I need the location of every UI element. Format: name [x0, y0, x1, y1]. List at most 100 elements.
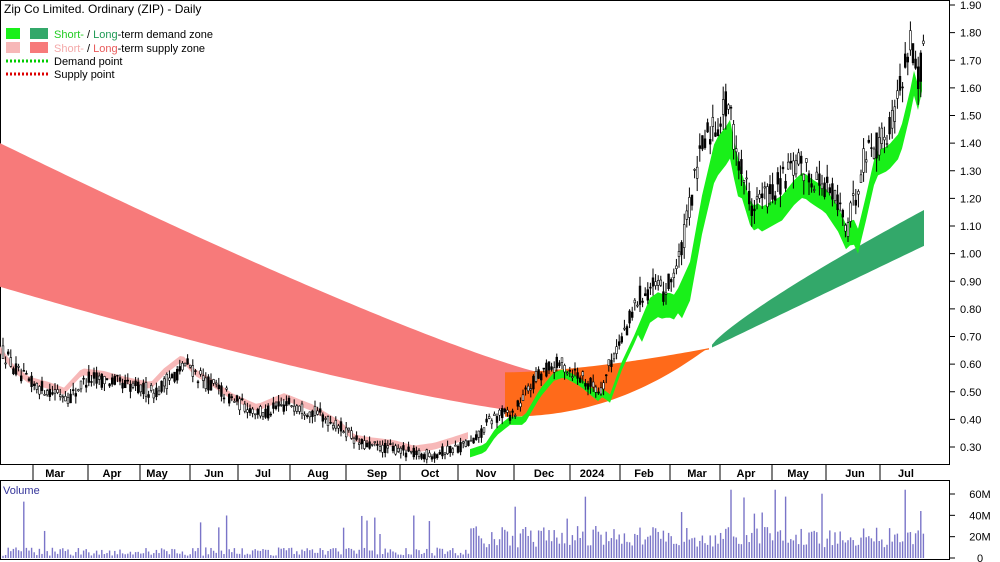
candle-body — [95, 372, 98, 384]
volume-bar — [774, 489, 776, 558]
volume-bar — [264, 549, 267, 558]
volume-bar — [530, 530, 532, 558]
candle-body — [308, 411, 311, 418]
candle-body — [381, 444, 384, 453]
candle-body — [651, 277, 655, 287]
candle-body — [573, 368, 577, 371]
volume-bar — [25, 547, 28, 558]
candle-body — [539, 373, 543, 381]
candle-body — [844, 224, 847, 232]
volume-bar — [179, 553, 181, 558]
legend-long-label: Long — [93, 43, 117, 55]
candle-body — [9, 357, 12, 367]
month-label: Oct — [421, 468, 440, 480]
candle-body — [506, 409, 509, 413]
candle-body — [747, 190, 751, 205]
candle-body — [547, 361, 551, 371]
volume-bar — [628, 542, 631, 558]
volume-bar — [790, 539, 792, 558]
price-tick-label: 1.60 — [960, 83, 981, 95]
volume-bar — [205, 547, 207, 558]
volume-bar — [821, 493, 823, 558]
candle-body — [254, 413, 257, 416]
volume-bar — [101, 549, 103, 558]
orange-supply-zone — [505, 348, 709, 417]
volume-bar — [803, 544, 805, 558]
candle-body — [768, 184, 772, 195]
candle-body — [737, 161, 741, 171]
candle-body — [630, 311, 634, 318]
volume-bar — [878, 540, 880, 558]
volume-bar — [769, 533, 771, 558]
volume-bar — [914, 533, 917, 558]
candle-body — [669, 279, 673, 283]
candle-body — [82, 377, 85, 380]
volume-bar — [623, 533, 626, 558]
volume-bar — [784, 496, 787, 558]
volume-bar — [452, 548, 454, 558]
legend-rest: -term supply zone — [118, 43, 205, 55]
volume-bar — [168, 554, 171, 558]
volume-bar — [402, 555, 405, 558]
volume-bar — [660, 538, 662, 558]
candle-body — [220, 385, 223, 397]
candle-body — [451, 448, 454, 453]
volume-bar — [426, 548, 428, 558]
volume-bar — [319, 548, 321, 558]
volume-bar — [327, 550, 329, 558]
candle-body — [594, 386, 598, 393]
volume-bar — [823, 547, 826, 558]
volume-bar — [41, 553, 43, 558]
candle-body — [420, 453, 423, 459]
volume-bar — [436, 547, 438, 558]
volume-bar — [324, 554, 327, 558]
volume-bar — [267, 549, 269, 558]
legend-long-label: Long — [93, 29, 117, 41]
volume-bar — [132, 554, 134, 558]
volume-bar — [912, 544, 914, 558]
candle-body — [292, 405, 296, 412]
price-tick-label: 0.70 — [960, 332, 981, 344]
volume-bar — [862, 528, 865, 558]
candle-body — [402, 445, 405, 451]
candle-body — [446, 445, 449, 454]
volume-bar — [33, 552, 35, 558]
candle-body — [12, 368, 15, 375]
candle-body — [412, 447, 415, 458]
candle-body — [35, 382, 39, 390]
candle-body — [313, 406, 317, 416]
volume-bar — [860, 537, 862, 558]
month-label: Jun — [845, 468, 865, 480]
candle-body — [178, 366, 181, 372]
candle-body — [480, 428, 483, 438]
volume-bar — [566, 518, 568, 558]
volume-bar — [548, 530, 550, 558]
candle-body — [766, 186, 769, 208]
volume-bar — [98, 554, 100, 558]
month-label: Mar — [45, 468, 65, 480]
candle-body — [485, 418, 488, 423]
candle-body — [745, 177, 748, 180]
volume-bar — [441, 548, 444, 558]
short-term-demand-zone — [470, 66, 922, 458]
candle-body — [407, 446, 410, 452]
volume-bar — [4, 554, 7, 558]
volume-bar — [298, 554, 301, 558]
volume-bar — [82, 550, 85, 558]
volume-bar — [907, 532, 909, 558]
candle-body — [287, 397, 291, 405]
volume-bar — [894, 534, 896, 558]
volume-bar — [756, 528, 758, 558]
volume-bar — [147, 551, 150, 558]
volume-bar — [433, 555, 436, 558]
volume-bar — [498, 539, 501, 558]
candle-body — [672, 272, 676, 278]
candle-body — [870, 147, 873, 149]
volume-bar — [561, 532, 563, 558]
candle-body — [641, 300, 644, 303]
volume-axis: 60M 40M 20M 0 — [950, 489, 991, 562]
volume-bar — [766, 527, 769, 558]
volume-bar — [696, 546, 698, 558]
candle-body — [545, 362, 548, 377]
volume-bar — [202, 555, 204, 558]
